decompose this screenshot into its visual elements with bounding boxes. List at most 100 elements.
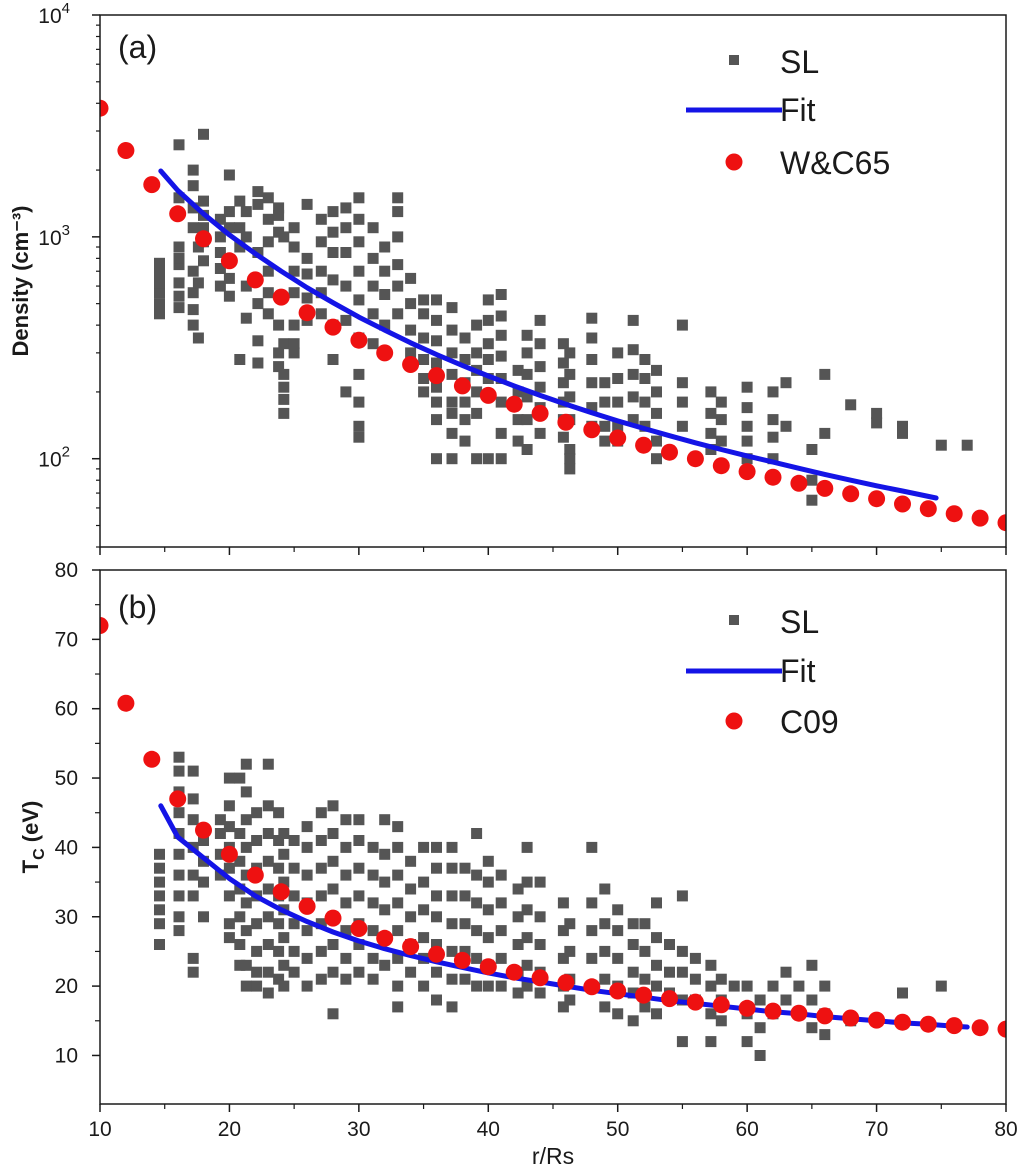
sl-data-point	[446, 453, 458, 465]
sl-data-point	[676, 420, 688, 432]
sl-data-point	[353, 213, 365, 225]
sl-data-point	[521, 959, 533, 971]
sl-data-point	[471, 925, 483, 937]
sl-data-point	[521, 904, 533, 916]
sl-data-point	[871, 417, 883, 429]
sl-data-point	[459, 862, 471, 874]
sl-data-point	[741, 980, 753, 992]
sl-data-point	[534, 314, 546, 326]
sl-data-point	[705, 980, 717, 992]
sl-data-point	[353, 294, 365, 306]
sl-data-point	[273, 209, 285, 221]
sl-data-point	[214, 247, 226, 258]
sl-data-point	[482, 904, 494, 916]
sl-data-point	[353, 368, 365, 380]
sl-data-point	[715, 414, 727, 426]
sl-data-point	[173, 302, 185, 314]
sl-data-point	[495, 396, 507, 408]
sl-data-point	[214, 213, 226, 225]
sl-data-point	[234, 222, 246, 234]
sl-data-point	[173, 241, 185, 253]
sl-data-point	[240, 980, 252, 992]
x-tick-label: 60	[735, 1118, 758, 1141]
sl-data-point	[512, 987, 524, 999]
model-data-point	[350, 920, 368, 937]
sl-data-point	[471, 347, 483, 359]
sl-data-point	[154, 876, 165, 888]
sl-data-point	[741, 435, 753, 447]
sl-data-point	[187, 890, 199, 902]
x-tick-label: 30	[347, 1118, 370, 1141]
sl-data-point	[340, 314, 352, 326]
sl-data-point	[367, 280, 379, 292]
model-data-point	[894, 495, 911, 513]
sl-data-point	[187, 765, 199, 777]
sl-data-point	[223, 290, 235, 302]
sl-data-point	[240, 312, 252, 324]
sl-data-point	[367, 252, 379, 264]
panel-a-frame	[99, 14, 1007, 548]
model-data-point	[583, 978, 601, 996]
sl-data-point	[273, 973, 285, 985]
sl-data-point	[198, 128, 209, 140]
y-tick-label: 70	[55, 628, 78, 651]
sl-data-point	[471, 386, 483, 398]
sl-data-point	[728, 980, 740, 992]
sl-data-point	[173, 290, 185, 302]
sl-data-point	[612, 347, 624, 359]
model-data-point	[790, 474, 808, 492]
fit-line	[158, 168, 939, 501]
sl-data-point	[379, 904, 391, 916]
sl-data-point	[353, 966, 365, 978]
model-data-point	[919, 1015, 937, 1033]
sl-data-point	[446, 890, 458, 902]
legend-sl-marker	[729, 55, 739, 65]
sl-data-point	[495, 897, 507, 909]
sl-data-point	[651, 364, 662, 376]
sl-data-point	[278, 338, 290, 350]
sl-data-point	[557, 897, 569, 909]
sl-data-point	[564, 347, 576, 359]
sl-data-point	[187, 814, 199, 826]
sl-data-point	[262, 966, 274, 978]
model-data-point	[195, 821, 212, 839]
model-data-point	[764, 1002, 782, 1020]
sl-data-point	[819, 368, 831, 380]
sl-data-point	[327, 966, 339, 978]
sl-data-point	[431, 396, 442, 408]
sl-data-point	[154, 918, 165, 930]
sl-data-point	[534, 427, 546, 439]
sl-data-point	[327, 883, 339, 895]
x-axis-title: r/Rs	[532, 1143, 574, 1168]
sl-data-point	[446, 945, 458, 957]
sl-data-point	[353, 396, 365, 408]
model-data-point	[428, 945, 445, 963]
sl-data-point	[173, 911, 185, 923]
sl-data-point	[664, 966, 675, 978]
sl-data-point	[446, 324, 458, 336]
sl-data-point	[446, 1001, 458, 1013]
sl-data-point	[780, 377, 792, 389]
sl-data-point	[240, 758, 252, 770]
sl-data-point	[223, 932, 235, 944]
sl-data-point	[240, 786, 252, 798]
sl-data-point	[223, 821, 235, 833]
model-data-point	[531, 404, 549, 422]
sl-data-point	[353, 236, 365, 248]
sl-data-point	[482, 294, 494, 306]
panel-b-y-ticks: 10 20 30 40 50 60 70 80	[55, 559, 100, 1067]
model-data-point	[169, 205, 187, 223]
sl-data-point	[446, 396, 458, 408]
sl-data-point	[315, 973, 327, 985]
sl-data-point	[288, 890, 300, 902]
panel-b-plot-area	[100, 617, 1006, 1061]
sl-data-point	[639, 918, 651, 930]
model-data-point	[868, 1011, 886, 1029]
sl-data-point	[340, 247, 352, 258]
sl-data-point	[418, 386, 430, 398]
sl-data-point	[639, 354, 651, 365]
sl-data-point	[459, 332, 471, 344]
sl-data-point	[367, 897, 379, 909]
sl-data-point	[512, 883, 524, 895]
sl-data-point	[961, 439, 973, 451]
